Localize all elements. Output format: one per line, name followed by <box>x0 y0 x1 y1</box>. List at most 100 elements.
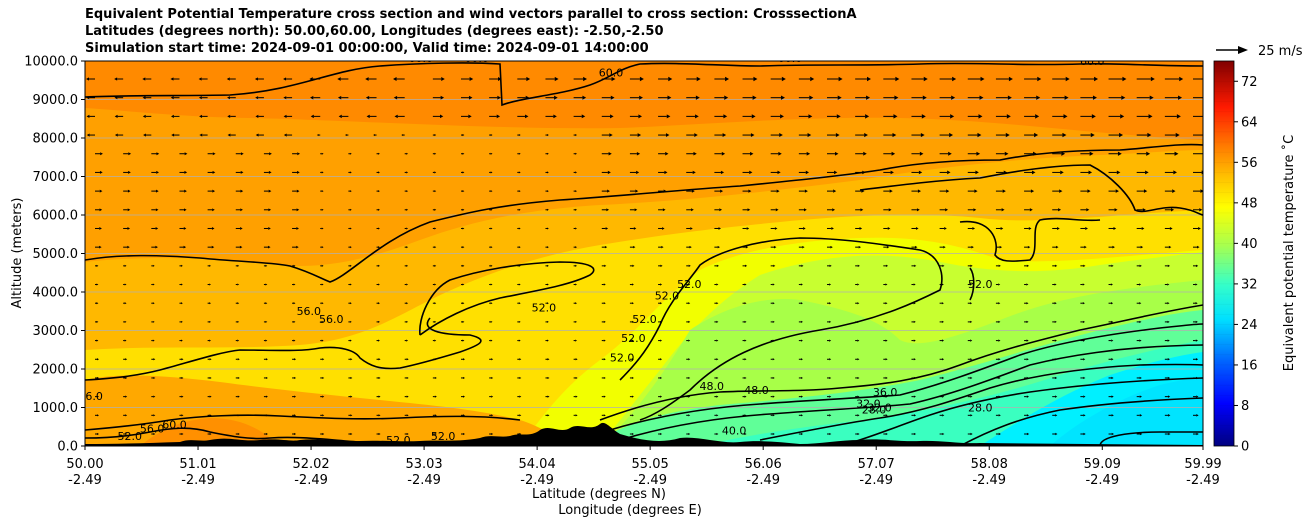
wind-vector <box>601 320 606 323</box>
wind-vector-head <box>293 283 296 286</box>
wind-vector <box>517 320 521 323</box>
wind-vector <box>967 376 973 380</box>
wind-vector-head <box>1140 245 1144 249</box>
wind-vector-head <box>829 339 832 342</box>
wind-vector <box>827 376 832 380</box>
wind-vector-head <box>378 246 380 249</box>
wind-vector-head <box>749 170 753 175</box>
wind-vector <box>432 171 437 174</box>
y-tick-label: 3000.0 <box>33 324 79 339</box>
wind-vector-head <box>153 376 156 380</box>
wind-vector-head <box>1037 76 1042 82</box>
wind-vector-head <box>916 208 920 212</box>
wind-vector-head <box>772 302 775 305</box>
wind-vector <box>770 227 778 230</box>
wind-vector-head <box>378 414 381 417</box>
wind-vector-head <box>237 283 240 286</box>
wind-vector-head <box>1001 208 1005 212</box>
wind-vector <box>95 170 103 174</box>
wind-vector-head <box>721 151 726 156</box>
wind-vector-head <box>751 114 756 119</box>
wind-vector <box>686 227 693 230</box>
wind-vector-head <box>832 208 836 212</box>
wind-vector-head <box>237 320 240 323</box>
wind-vector <box>883 151 896 156</box>
wind-vector <box>883 189 893 193</box>
wind-vector-head <box>1199 208 1203 212</box>
wind-vector-head <box>1167 358 1170 361</box>
colorbar-tick-label: 24 <box>1241 318 1258 333</box>
wind-vector <box>686 432 691 436</box>
wind-vector-head <box>378 395 381 398</box>
wind-vector <box>742 189 752 193</box>
wind-vector-head <box>440 95 445 100</box>
wind-vector-head <box>434 376 437 380</box>
wind-vector-head <box>296 227 299 230</box>
wind-vector <box>179 432 184 436</box>
wind-vector-head <box>885 358 888 361</box>
wind-vector-head <box>463 432 465 436</box>
y-tick-label: 5000.0 <box>33 247 79 262</box>
wind-vector-head <box>518 134 521 137</box>
wind-vector-head <box>406 414 409 417</box>
wind-vector-head <box>1139 283 1142 286</box>
wind-vector <box>1052 95 1069 100</box>
wind-vector-head <box>462 152 465 155</box>
wind-vector-head <box>518 227 521 230</box>
wind-vector <box>967 114 983 119</box>
wind-vector <box>1193 339 1199 342</box>
wind-vector <box>827 432 832 436</box>
wind-vector-head <box>889 189 893 193</box>
wind-vector <box>967 95 984 100</box>
wind-vector <box>263 227 271 230</box>
wind-vector <box>545 264 549 267</box>
wind-vector-head <box>283 133 287 137</box>
wind-vector <box>123 152 132 156</box>
wind-vector <box>207 264 211 267</box>
contour-48 <box>599 304 1203 421</box>
wind-vector <box>798 264 804 268</box>
x-tick-label-lon: -2.49 <box>633 473 667 488</box>
wind-vector <box>883 208 892 212</box>
wind-vector-head <box>660 320 663 323</box>
wind-vector <box>320 171 324 174</box>
wind-vector-head <box>941 339 945 342</box>
wind-vector-head <box>255 96 259 100</box>
wind-vector <box>911 432 917 436</box>
wind-vector <box>432 358 437 361</box>
wind-vector-head <box>124 302 127 305</box>
wind-vector <box>686 264 691 268</box>
wind-vector-head <box>857 339 860 342</box>
wind-vector <box>95 339 99 342</box>
wind-vector-head <box>114 114 118 118</box>
wind-vector-head <box>631 283 634 286</box>
wind-vector <box>95 227 102 230</box>
wind-vector-head <box>603 358 606 361</box>
wind-vector <box>1052 320 1057 324</box>
terrain <box>85 422 1203 446</box>
wind-vector <box>207 245 215 249</box>
colorbar-tick-label: 40 <box>1241 237 1258 252</box>
wind-vector <box>1080 376 1086 380</box>
wind-vector <box>1052 358 1058 361</box>
wind-vector-head <box>227 114 231 118</box>
wind-vector-head <box>607 170 611 175</box>
wind-vector <box>348 208 352 211</box>
wind-vector-head <box>1065 76 1070 82</box>
wind-vector <box>995 132 1010 138</box>
wind-vector-head <box>1141 226 1145 230</box>
wind-vector-head <box>581 114 586 119</box>
wind-vector-head <box>265 339 268 342</box>
wind-vector-head <box>198 77 202 81</box>
wind-vector <box>517 95 530 100</box>
wind-vector-head <box>463 376 465 380</box>
wind-vector-head <box>226 77 230 81</box>
wind-vector-head <box>156 170 159 174</box>
wind-vector-head <box>268 245 271 249</box>
wind-vector <box>911 358 916 361</box>
wind-vector-head <box>718 227 722 230</box>
wind-vector-head <box>998 376 1001 380</box>
wind-vector-head <box>350 376 353 380</box>
wind-vector-head <box>378 190 380 193</box>
